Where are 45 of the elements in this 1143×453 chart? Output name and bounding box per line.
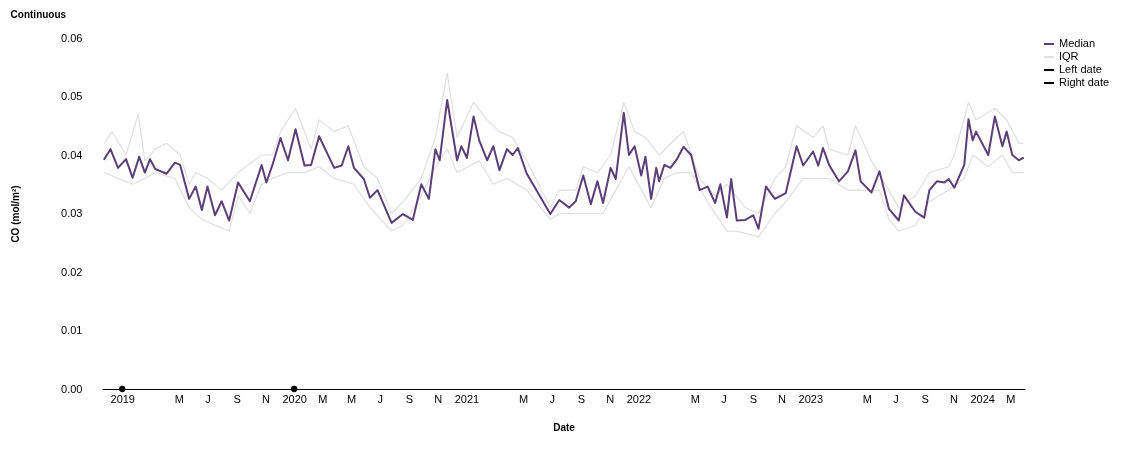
x-tick-label: S — [233, 392, 241, 405]
x-tick-label: N — [261, 392, 270, 405]
line-series — [103, 99, 1025, 230]
x-tick-label: N — [434, 392, 443, 405]
x-tick-label: 2022 — [626, 392, 652, 405]
x-tick-label: J — [377, 392, 384, 405]
x-tick-label: J — [205, 392, 211, 405]
x-tick-label: S — [577, 392, 586, 405]
chart-title: Continuous — [10, 9, 67, 20]
y-tick-label: 0.05 — [61, 90, 83, 102]
legend-label: IQR — [1059, 50, 1079, 62]
x-tick-label: N — [949, 392, 958, 405]
legend-label: Left date — [1059, 63, 1102, 75]
y-tick-label: 0.01 — [61, 324, 83, 336]
x-tick-label: 2023 — [798, 392, 823, 405]
x-tick-label: M — [1006, 392, 1016, 405]
x-tick-label: M — [518, 392, 529, 405]
x-tick-label: S — [921, 392, 929, 405]
x-tick-label: 2021 — [454, 392, 480, 405]
x-tick-label: S — [405, 392, 414, 405]
y-axis-title: CO (mol/m²) — [10, 185, 22, 243]
x-tick-label: J — [893, 392, 899, 405]
y-tick-label: 0.04 — [61, 148, 83, 161]
x-tick-label: N — [778, 392, 787, 405]
legend-label: Right date — [1059, 76, 1110, 88]
y-tick-label: 0.02 — [61, 265, 83, 278]
x-tick-label: M — [862, 392, 872, 405]
x-axis-title: Date — [553, 421, 576, 433]
y-tick-label: 0.06 — [61, 31, 83, 44]
x-tick-label: M — [174, 392, 184, 405]
line-series — [103, 72, 1024, 215]
x-tick-label: J — [721, 392, 727, 405]
x-tick-label: M — [690, 392, 700, 405]
y-tick-label: 0.03 — [61, 207, 83, 219]
x-tick-label: N — [606, 392, 615, 405]
x-tick-label: M — [347, 392, 357, 405]
legend-label: Median — [1059, 37, 1096, 49]
x-tick-label: S — [749, 392, 757, 405]
y-tick-label: 0.00 — [61, 382, 83, 395]
x-tick-label: 2024 — [970, 392, 995, 405]
x-tick-label: 2019 — [110, 392, 135, 405]
x-tick-label: M — [318, 392, 328, 405]
x-tick-label: 2020 — [282, 392, 307, 405]
x-tick-label: J — [549, 392, 555, 405]
line-series — [103, 148, 1024, 238]
